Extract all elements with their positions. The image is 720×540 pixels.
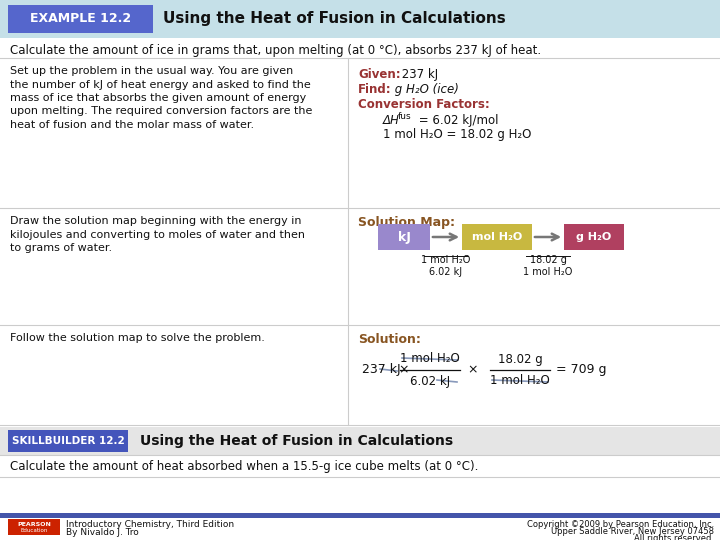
Bar [8, 5, 153, 33]
Bar [0, 427, 720, 455]
Text: Solution Map:: Solution Map: [358, 216, 455, 229]
Text: 237 kJ: 237 kJ [362, 363, 400, 376]
Text: upon melting. The required conversion factors are the: upon melting. The required conversion fa… [10, 106, 312, 117]
Text: EXAMPLE 12.2: EXAMPLE 12.2 [30, 12, 131, 25]
Text: to grams of water.: to grams of water. [10, 243, 112, 253]
Text: Using the Heat of Fusion in Calculations: Using the Heat of Fusion in Calculations [140, 434, 453, 448]
Text: kJ: kJ [397, 231, 410, 244]
Text: = 709 g: = 709 g [556, 363, 606, 376]
Bar [8, 519, 60, 535]
Text: 18.02 g: 18.02 g [498, 353, 542, 366]
Text: SKILLBUILDER 12.2: SKILLBUILDER 12.2 [12, 436, 125, 446]
Text: Follow the solution map to solve the problem.: Follow the solution map to solve the pro… [10, 333, 265, 343]
Text: Copyright ©2009 by Pearson Education, Inc.: Copyright ©2009 by Pearson Education, In… [527, 520, 714, 529]
Text: = 6.02 kJ/mol: = 6.02 kJ/mol [415, 114, 498, 127]
Text: Find:: Find: [358, 83, 392, 96]
Text: Draw the solution map beginning with the energy in: Draw the solution map beginning with the… [10, 216, 302, 226]
Text: Given:: Given: [358, 68, 400, 81]
Text: mol H₂O: mol H₂O [472, 232, 522, 242]
Bar [8, 430, 128, 452]
Text: heat of fusion and the molar mass of water.: heat of fusion and the molar mass of wat… [10, 120, 254, 130]
Text: 1 mol H₂O: 1 mol H₂O [400, 353, 460, 366]
Text: 18.02 g: 18.02 g [530, 255, 567, 265]
Text: ΔH: ΔH [383, 114, 400, 127]
Text: g H₂O: g H₂O [577, 232, 611, 242]
Text: Introductory Chemistry, Third Edition: Introductory Chemistry, Third Edition [66, 520, 234, 529]
Bar [378, 224, 430, 250]
Bar [0, 513, 720, 518]
Text: the number of kJ of heat energy and asked to find the: the number of kJ of heat energy and aske… [10, 79, 311, 90]
Text: Upper Saddle River, New Jersey 07458: Upper Saddle River, New Jersey 07458 [551, 527, 714, 536]
Text: Education: Education [20, 529, 48, 534]
Text: ×: × [398, 363, 408, 376]
Text: PEARSON: PEARSON [17, 522, 51, 526]
Bar [0, 0, 720, 38]
Text: 1 mol H₂O: 1 mol H₂O [421, 255, 471, 265]
Text: fus: fus [398, 112, 412, 121]
Text: Calculate the amount of heat absorbed when a 15.5-g ice cube melts (at 0 °C).: Calculate the amount of heat absorbed wh… [10, 460, 478, 473]
Text: ×: × [467, 363, 477, 376]
Text: Set up the problem in the usual way. You are given: Set up the problem in the usual way. You… [10, 66, 293, 76]
Text: 1 mol H₂O: 1 mol H₂O [523, 267, 572, 277]
Text: Solution:: Solution: [358, 333, 421, 346]
Text: 1 mol H₂O: 1 mol H₂O [490, 375, 550, 388]
Text: kilojoules and converting to moles of water and then: kilojoules and converting to moles of wa… [10, 230, 305, 240]
Text: Conversion Factors:: Conversion Factors: [358, 98, 490, 111]
Text: mass of ice that absorbs the given amount of energy: mass of ice that absorbs the given amoun… [10, 93, 306, 103]
Text: 6.02 kJ: 6.02 kJ [410, 375, 450, 388]
Text: By Nivaldo J. Tro: By Nivaldo J. Tro [66, 528, 139, 537]
Bar [564, 224, 624, 250]
Text: Using the Heat of Fusion in Calculations: Using the Heat of Fusion in Calculations [163, 11, 505, 26]
Text: All rights reserved.: All rights reserved. [634, 534, 714, 540]
Text: g H₂O (ice): g H₂O (ice) [391, 83, 459, 96]
Text: 6.02 kJ: 6.02 kJ [429, 267, 462, 277]
Text: 1 mol H₂O = 18.02 g H₂O: 1 mol H₂O = 18.02 g H₂O [383, 128, 531, 141]
Bar [462, 224, 532, 250]
Text: Calculate the amount of ice in grams that, upon melting (at 0 °C), absorbs 237 k: Calculate the amount of ice in grams tha… [10, 44, 541, 57]
Text: 237 kJ: 237 kJ [398, 68, 438, 81]
